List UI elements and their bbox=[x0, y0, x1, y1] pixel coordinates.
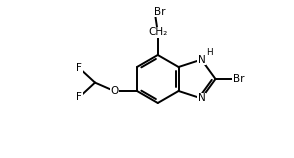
Text: Br: Br bbox=[233, 74, 244, 84]
Text: N: N bbox=[198, 55, 205, 65]
Text: N: N bbox=[198, 93, 205, 103]
Text: F: F bbox=[76, 92, 82, 102]
Text: O: O bbox=[110, 86, 118, 96]
Text: H: H bbox=[207, 48, 213, 57]
Text: CH₂: CH₂ bbox=[148, 27, 167, 37]
Text: Br: Br bbox=[153, 7, 165, 17]
Text: F: F bbox=[76, 63, 82, 73]
